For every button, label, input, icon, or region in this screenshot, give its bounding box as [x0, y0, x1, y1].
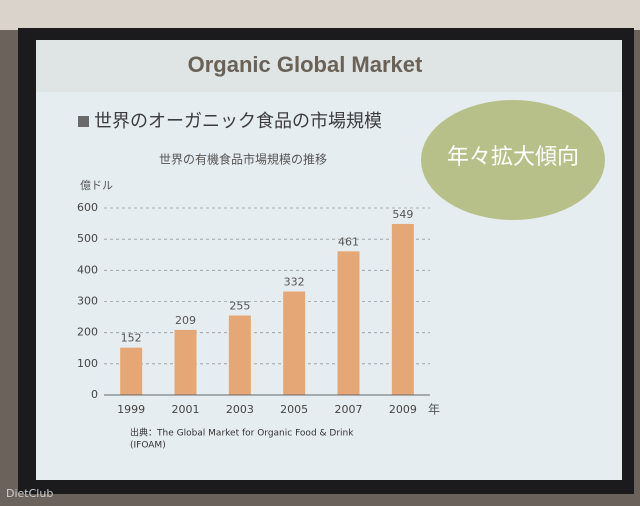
- x-tick-label: 2001: [172, 403, 200, 416]
- bar: [120, 347, 143, 395]
- data-label: 549: [392, 208, 413, 221]
- bullet: [78, 116, 89, 127]
- y-tick-label: 500: [77, 232, 98, 245]
- data-label: 209: [175, 314, 196, 327]
- data-label: 461: [338, 235, 359, 248]
- bar: [337, 251, 360, 395]
- source: 出典：The Global Market for Organic Food & …: [130, 427, 354, 439]
- bar: [391, 223, 414, 395]
- y-tick-label: 200: [77, 326, 98, 339]
- y-tick-label: 300: [77, 295, 98, 308]
- y-tick-label: 400: [77, 263, 98, 276]
- x-tick-label: 2009: [389, 403, 417, 416]
- data-label: 332: [284, 276, 305, 289]
- data-label: 255: [229, 300, 250, 313]
- ceiling: [0, 0, 640, 30]
- y-tick-label: 0: [91, 388, 98, 401]
- y-tick-label: 600: [77, 201, 98, 214]
- callout-bubble: [421, 100, 605, 220]
- x-axis-label: 年: [428, 403, 440, 417]
- y-tick-label: 100: [77, 357, 98, 370]
- source: (IFOAM): [130, 441, 166, 451]
- callout: 年々拡大傾向: [447, 145, 579, 170]
- bar: [228, 315, 251, 395]
- x-tick-label: 2007: [335, 403, 363, 416]
- chart-title: 世界の有機食品市場規模の推移: [159, 152, 327, 167]
- x-tick-label: 2005: [280, 403, 308, 416]
- data-label: 152: [121, 332, 142, 345]
- chart: 0 100 200 300 400 500 600 1999 152 2001 209 2003 255…: [77, 201, 430, 416]
- bar: [174, 329, 197, 395]
- watermark: DietClub: [6, 487, 53, 500]
- slide-title: Organic Global Market: [188, 52, 423, 77]
- heading: 世界のオーガニック食品の市場規模: [94, 111, 382, 132]
- bar: [283, 291, 306, 395]
- title-band: [36, 40, 622, 92]
- y-axis-label: 億ドル: [80, 179, 113, 192]
- x-tick-label: 2003: [226, 403, 254, 416]
- x-tick-label: 1999: [117, 403, 145, 416]
